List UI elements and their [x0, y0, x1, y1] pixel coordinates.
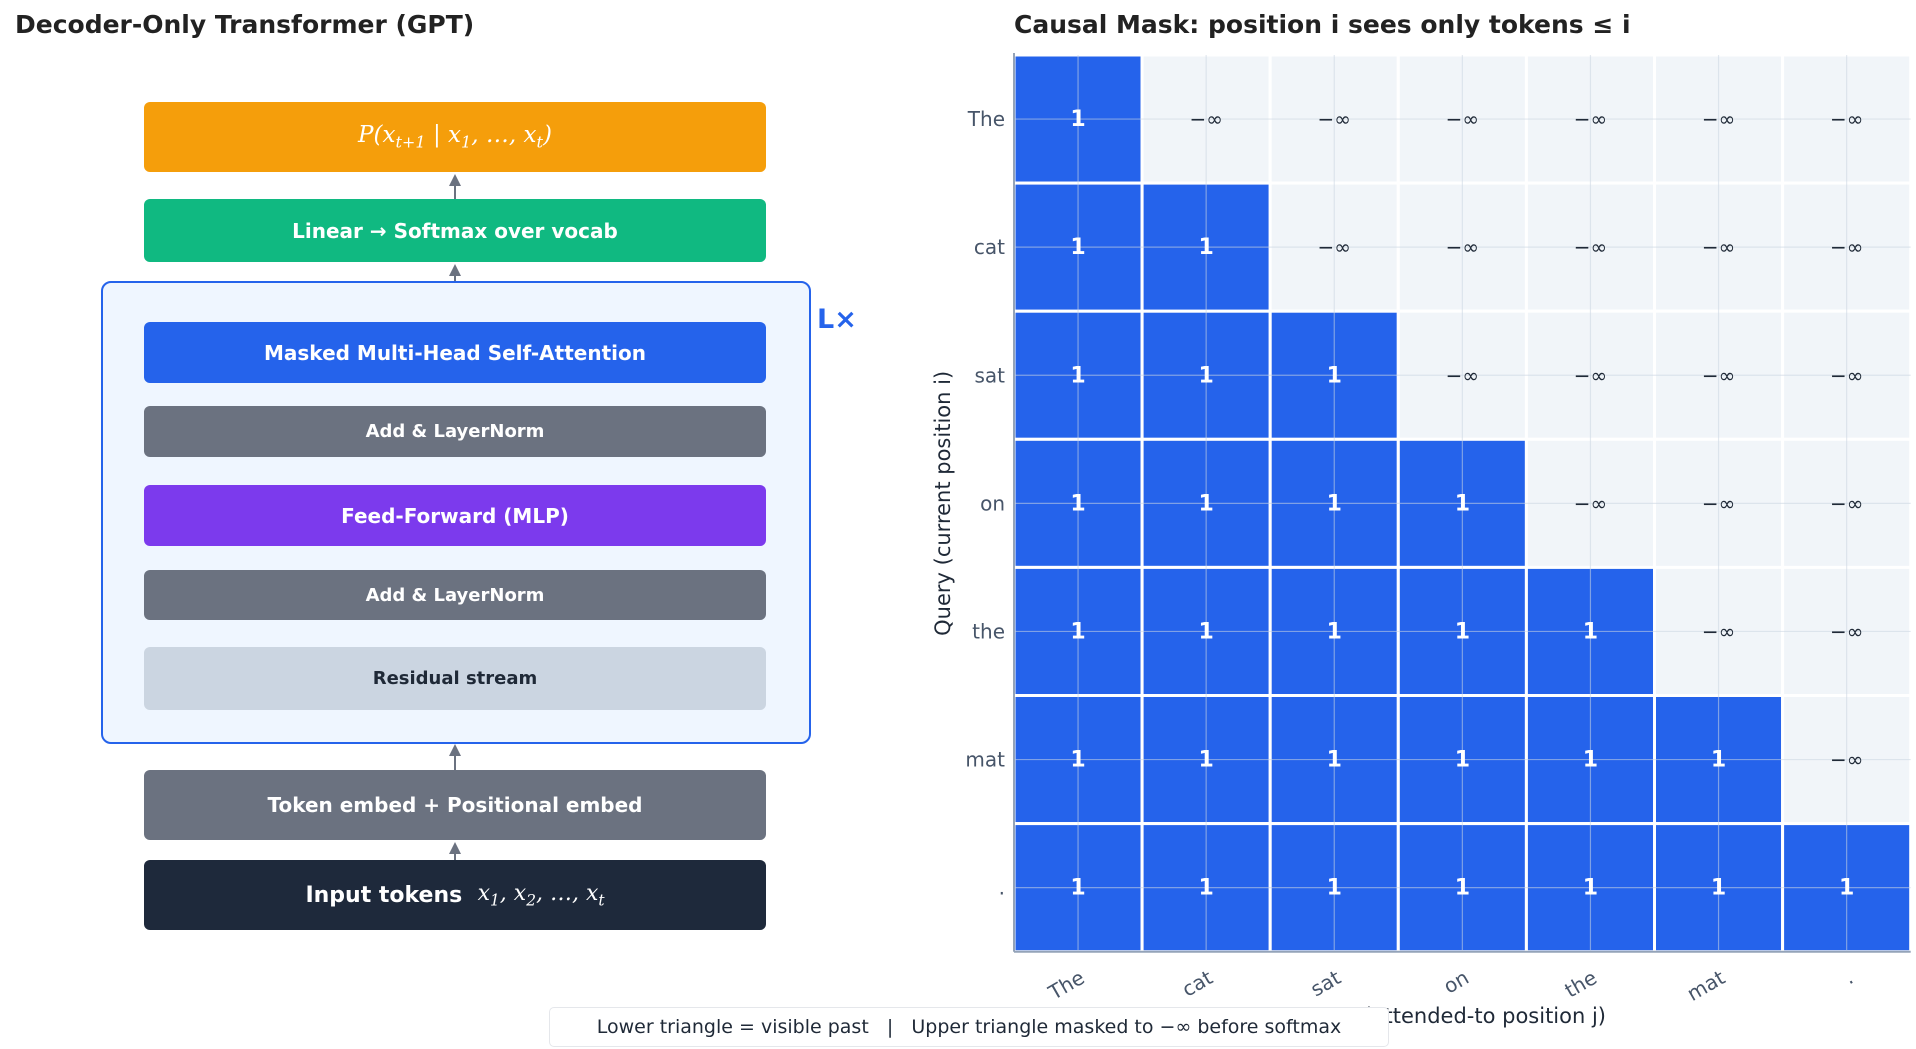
cell-value-label: 1 [1583, 748, 1598, 773]
repeat-label: L× [817, 304, 857, 335]
cell-mask-label: −∞ [1830, 235, 1863, 259]
cell-value-label: 1 [1327, 876, 1342, 901]
cell-value-label: 1 [1327, 363, 1342, 388]
legend: Lower triangle = visible past | Upper tr… [549, 1007, 1389, 1047]
cell-value-label: 1 [1070, 235, 1085, 260]
cell-mask-label: −∞ [1574, 235, 1607, 259]
cell-mask-label: −∞ [1446, 107, 1479, 131]
cell-mask-label: −∞ [1189, 107, 1222, 131]
cell-mask-label: −∞ [1702, 491, 1735, 515]
cell-mask-label: −∞ [1830, 619, 1863, 643]
cell-value-label: 1 [1070, 748, 1085, 773]
cell-mask-label: −∞ [1574, 363, 1607, 387]
add-layernorm-box: Add & LayerNorm [144, 406, 766, 457]
cell-mask-label: −∞ [1830, 491, 1863, 515]
y-axis-label: Query (current position i) [931, 371, 955, 636]
cell-value-label: 1 [1198, 876, 1213, 901]
add-layernorm-box: Add & LayerNorm [144, 570, 766, 620]
diagram-title: Decoder-Only Transformer (GPT) [15, 10, 475, 39]
cell-value-label: 1 [1583, 619, 1598, 644]
arrow-up-icon [449, 744, 461, 770]
cell-value-label: 1 [1198, 363, 1213, 388]
cell-value-label: 1 [1198, 235, 1213, 260]
cell-mask-label: −∞ [1830, 107, 1863, 131]
cell-mask-label: −∞ [1702, 363, 1735, 387]
y-tick-label: the [972, 619, 1005, 643]
cell-mask-label: −∞ [1446, 363, 1479, 387]
x-tick-label: mat [1683, 965, 1729, 1006]
cell-value-label: 1 [1327, 491, 1342, 516]
cell-value-label: 1 [1198, 748, 1213, 773]
input-tokens-label: Input tokens [305, 882, 463, 908]
x-tick-label: cat [1178, 965, 1217, 1001]
input-tokens-formula: x1, x2, …, xt [477, 880, 605, 910]
embedding-box: Token embed + Positional embed [144, 770, 766, 840]
arrow-up-icon [449, 174, 461, 200]
x-tick-label: the [1561, 965, 1601, 1002]
cell-value-label: 1 [1583, 876, 1598, 901]
input-tokens-box: Input tokens x1, x2, …, xt [144, 860, 766, 930]
cell-value-label: 1 [1327, 619, 1342, 644]
cell-mask-label: −∞ [1318, 107, 1351, 131]
cell-value-label: 1 [1455, 748, 1470, 773]
y-tick-label: on [980, 491, 1005, 515]
arrow-up-icon [449, 264, 461, 282]
cell-mask-label: −∞ [1574, 491, 1607, 515]
output-formula: P(xt+1 | x1, …, xt) [358, 122, 552, 152]
cell-value-label: 1 [1455, 491, 1470, 516]
cell-value-label: 1 [1711, 748, 1726, 773]
cell-mask-label: −∞ [1702, 107, 1735, 131]
x-tick-label: on [1439, 965, 1473, 998]
y-tick-label: cat [974, 235, 1005, 259]
cell-value-label: 1 [1070, 876, 1085, 901]
cell-value-label: 1 [1198, 619, 1213, 644]
linear-softmax-box: Linear → Softmax over vocab [144, 199, 766, 262]
cell-value-label: 1 [1455, 619, 1470, 644]
cell-mask-label: −∞ [1702, 619, 1735, 643]
cell-mask-label: −∞ [1574, 107, 1607, 131]
cell-value-label: 1 [1839, 876, 1854, 901]
y-tick-label: sat [974, 363, 1005, 387]
y-tick-label: . [999, 876, 1005, 900]
x-tick-label: . [1840, 965, 1858, 989]
masked-self-attention-box: Masked Multi-Head Self-Attention [144, 322, 766, 383]
heatmap-title: Causal Mask: position i sees only tokens… [1014, 10, 1631, 39]
residual-stream-box: Residual stream [144, 647, 766, 710]
feed-forward-box: Feed-Forward (MLP) [144, 485, 766, 546]
x-tick-label: sat [1306, 965, 1345, 1001]
cell-value-label: 1 [1711, 876, 1726, 901]
cell-value-label: 1 [1070, 107, 1085, 132]
cell-value-label: 1 [1455, 876, 1470, 901]
output-probability-box: P(xt+1 | x1, …, xt) [144, 102, 766, 172]
cell-mask-label: −∞ [1446, 235, 1479, 259]
cell-value-label: 1 [1070, 491, 1085, 516]
cell-mask-label: −∞ [1830, 748, 1863, 772]
cell-mask-label: −∞ [1702, 235, 1735, 259]
cell-value-label: 1 [1070, 363, 1085, 388]
cell-value-label: 1 [1327, 748, 1342, 773]
x-tick-label: The [1043, 965, 1088, 1005]
cell-value-label: 1 [1198, 491, 1213, 516]
cell-value-label: 1 [1070, 619, 1085, 644]
cell-mask-label: −∞ [1830, 363, 1863, 387]
cell-mask-label: −∞ [1318, 235, 1351, 259]
y-tick-label: mat [965, 748, 1005, 772]
arrow-up-icon [449, 842, 461, 860]
y-tick-label: The [967, 107, 1005, 131]
